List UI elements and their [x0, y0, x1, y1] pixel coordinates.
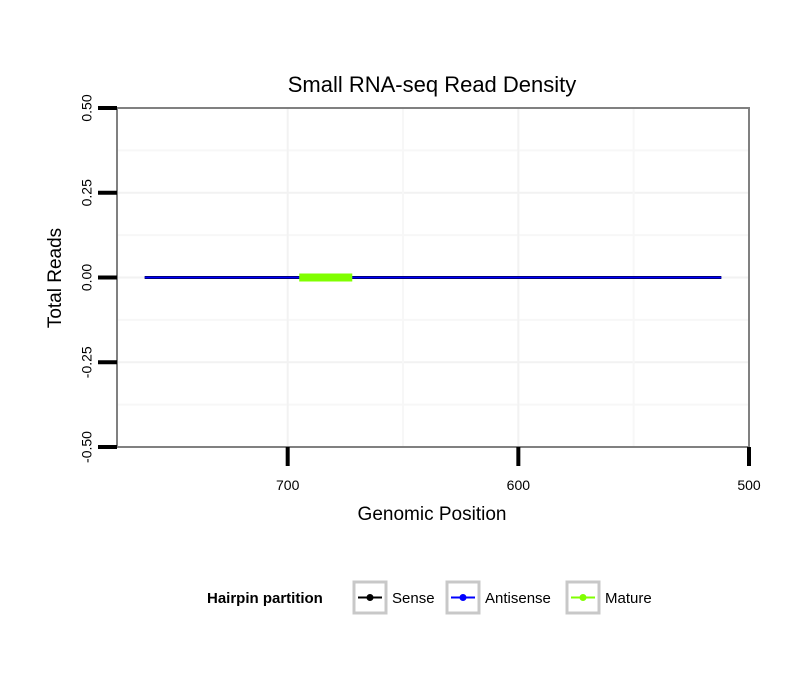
x-tick-label: 700: [276, 477, 300, 493]
legend-label: Antisense: [485, 590, 551, 607]
y-tick-label: 0.50: [79, 94, 95, 121]
x-tick-label: 600: [507, 477, 531, 493]
legend-label: Sense: [392, 590, 435, 607]
y-tick-label: 0.25: [79, 179, 95, 206]
legend-key-box: [565, 580, 601, 615]
chart-title: Small RNA-seq Read Density: [288, 72, 577, 97]
y-axis: -0.50 -0.25 0.00 0.25 0.50: [79, 94, 117, 463]
legend-key-point: [459, 594, 467, 601]
x-tick-label: 500: [737, 477, 761, 493]
legend: Hairpin partition Sense Antisense Mature: [207, 580, 652, 615]
legend-item-mature: Mature: [565, 580, 652, 615]
legend-item-sense: Sense: [352, 580, 435, 615]
legend-item-antisense: Antisense: [445, 580, 551, 615]
legend-title: Hairpin partition: [207, 590, 323, 607]
y-tick-label: -0.50: [79, 431, 95, 463]
y-axis-title: Total Reads: [45, 228, 66, 328]
x-axis: 700 600 500: [276, 447, 761, 493]
x-axis-title: Genomic Position: [358, 504, 507, 525]
y-tick-label: 0.00: [79, 264, 95, 291]
y-tick-label: -0.25: [79, 346, 95, 378]
legend-label: Mature: [605, 590, 652, 607]
legend-key-point: [366, 594, 374, 601]
legend-key-point: [579, 594, 587, 601]
